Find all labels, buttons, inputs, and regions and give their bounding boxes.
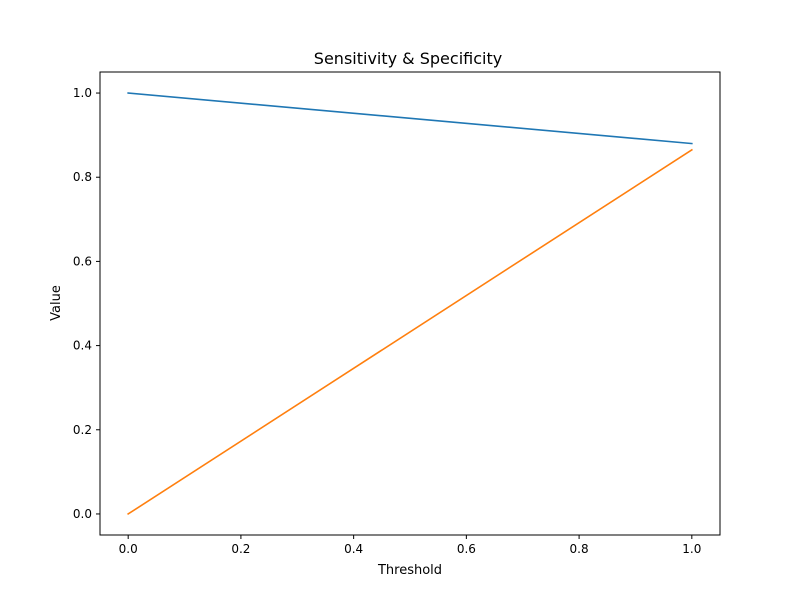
y-tick-label: 0.8 (73, 170, 92, 184)
x-axis: 0.0 0.2 0.4 0.6 0.8 1.0 (119, 535, 701, 556)
series-layer (127, 92, 693, 516)
series-line-1 (127, 92, 693, 145)
y-axis-label: Value (49, 285, 64, 321)
series-line-2 (127, 148, 693, 516)
x-tick-label: 0.6 (457, 542, 476, 556)
y-tick-label: 0.4 (73, 339, 92, 353)
chart-title: Sensitivity & Specificity (314, 49, 502, 68)
plot-area (100, 72, 720, 535)
y-axis: 0.0 0.2 0.4 0.6 0.8 1.0 (73, 86, 100, 521)
x-tick-label: 0.8 (570, 542, 589, 556)
x-tick-label: 1.0 (682, 542, 701, 556)
y-tick-label: 0.6 (73, 254, 92, 268)
y-tick-label: 0.0 (73, 507, 92, 521)
y-tick-label: 1.0 (73, 86, 92, 100)
x-axis-label: Threshold (377, 563, 442, 578)
plot-frame (99, 71, 721, 536)
y-tick-label: 0.2 (73, 423, 92, 437)
x-tick-label: 0.0 (119, 542, 138, 556)
x-tick-label: 0.2 (231, 542, 250, 556)
x-tick-label: 0.4 (344, 542, 363, 556)
